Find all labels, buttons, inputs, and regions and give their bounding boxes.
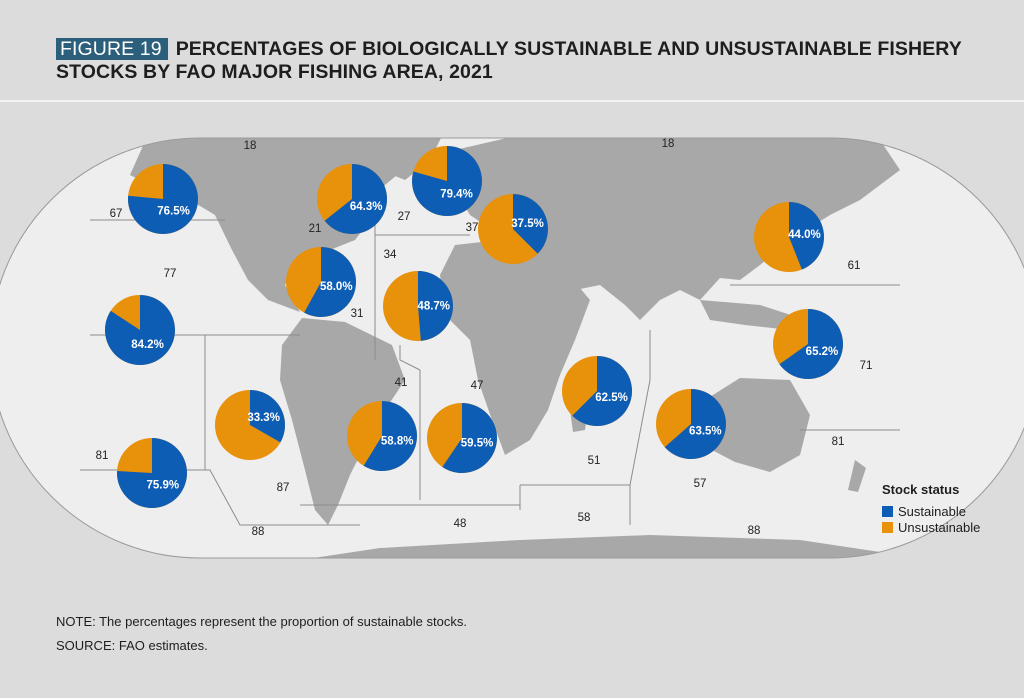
pie-slice-sustainable [250, 390, 285, 443]
pie-label-67: 76.5% [157, 206, 190, 218]
pie-label-57: 63.5% [689, 425, 722, 437]
area-label-31: 31 [351, 308, 364, 320]
area-label-77: 77 [164, 268, 177, 280]
area-label-51: 51 [588, 455, 601, 467]
area-label-71: 71 [860, 360, 873, 372]
area-label-58: 58 [578, 512, 591, 524]
legend-label-unsustainable: Unsustainable [898, 519, 981, 535]
area-label-34: 34 [384, 249, 397, 261]
pie-label-71: 65.2% [806, 346, 839, 358]
pie-label-21: 64.3% [350, 201, 383, 213]
legend: Stock status Sustainable Unsustainable [882, 482, 980, 535]
pie-slice-sustainable [104, 295, 176, 366]
legend-label-sustainable: Sustainable [898, 503, 966, 519]
pie-label-37: 37.5% [511, 218, 544, 230]
area-label-37: 37 [466, 222, 479, 234]
land-masses [130, 138, 900, 558]
pie-label-81: 75.9% [147, 479, 180, 491]
area-label-87: 87 [277, 482, 290, 494]
area-label-18: 18 [662, 138, 675, 150]
pie-label-51: 62.5% [595, 392, 628, 404]
pie-area-77: 84.2% [104, 295, 176, 366]
pie-slice-sustainable [304, 247, 356, 317]
pie-label-47: 59.5% [461, 438, 494, 450]
pie-area-87: 33.3% [215, 390, 285, 460]
pie-label-34: 48.7% [417, 300, 450, 312]
pie-slice-sustainable [572, 356, 633, 427]
pie-area-47: 59.5% [427, 403, 498, 474]
area-label-21: 21 [309, 223, 322, 235]
pie-label-87: 33.3% [247, 412, 280, 424]
pie-area-61: 44.0% [754, 201, 824, 272]
ocean-outline [0, 137, 1024, 559]
pie-slice-sustainable [324, 164, 387, 234]
swatch-unsustainable [882, 521, 893, 533]
pie-label-27: 79.4% [440, 189, 473, 201]
swatch-sustainable [882, 505, 893, 517]
area-label-57: 57 [694, 478, 707, 490]
pie-slice-sustainable [513, 194, 548, 254]
pie-slice-sustainable [418, 271, 454, 341]
area-label-81: 81 [96, 450, 109, 462]
area-label-81: 81 [832, 436, 845, 448]
new-zealand [848, 460, 866, 492]
area-label-18: 18 [244, 140, 257, 152]
pie-area-57: 63.5% [656, 389, 727, 459]
area-label-61: 61 [848, 260, 861, 272]
pie-area-71: 65.2% [773, 309, 843, 380]
footnote-note: NOTE: The percentages represent the prop… [56, 614, 467, 629]
area-label-67: 67 [110, 208, 123, 220]
south-america [280, 318, 405, 525]
area-label-47: 47 [471, 380, 484, 392]
area-label-48: 48 [454, 518, 467, 530]
pie-slice-sustainable [779, 309, 843, 380]
footnote-source: SOURCE: FAO estimates. [56, 638, 208, 653]
area-label-41: 41 [395, 377, 408, 389]
pie-label-41: 58.8% [381, 435, 414, 447]
pie-label-31: 58.0% [320, 281, 353, 293]
pie-area-81: 75.9% [117, 438, 188, 509]
pie-area-31: 58.0% [286, 247, 356, 317]
antarctica [300, 535, 900, 558]
pie-slice-sustainable [442, 403, 498, 474]
australia [700, 378, 810, 472]
pie-label-77: 84.2% [131, 339, 164, 351]
pie-slice-sustainable [664, 389, 727, 459]
africa [440, 240, 590, 455]
indonesia [700, 300, 800, 330]
legend-item-unsustainable: Unsustainable [882, 519, 980, 535]
figure-title: FIGURE 19 PERCENTAGES OF BIOLOGICALLY SUS… [56, 38, 996, 84]
pie-slice-sustainable [789, 201, 824, 270]
pie-slice-sustainable [363, 401, 417, 472]
pie-label-61: 44.0% [788, 229, 821, 241]
area-label-88: 88 [252, 526, 265, 538]
legend-title: Stock status [882, 482, 960, 497]
area-label-27: 27 [398, 211, 411, 223]
pie-charts: 76.5% 64.3% 79.4% 37.5% 44.0% 58.0% 48.7% 84.2%… [104, 146, 843, 509]
figure-title-text: PERCENTAGES OF BIOLOGICALLY SUSTAINABLE … [56, 38, 962, 83]
pie-area-41: 58.8% [347, 401, 417, 472]
pie-slice-sustainable [412, 146, 482, 217]
area-labels: 18 18 67 27 21 37 34 61 77 31 41 47 71 81 51 57 81 87 88 48… [96, 138, 873, 538]
pie-area-34: 48.7% [383, 271, 454, 341]
figure-label: FIGURE 19 [56, 38, 168, 60]
legend-item-sustainable: Sustainable [882, 503, 980, 519]
pie-area-37: 37.5% [478, 194, 548, 264]
pie-slice-sustainable [117, 438, 188, 509]
pie-area-51: 62.5% [562, 356, 633, 427]
header-divider [0, 100, 1024, 102]
pie-area-67: 76.5% [128, 164, 198, 235]
area-label-88: 88 [748, 525, 761, 537]
pie-area-27: 79.4% [412, 146, 482, 217]
pie-slice-sustainable [128, 164, 198, 235]
pie-area-21: 64.3% [317, 164, 387, 234]
